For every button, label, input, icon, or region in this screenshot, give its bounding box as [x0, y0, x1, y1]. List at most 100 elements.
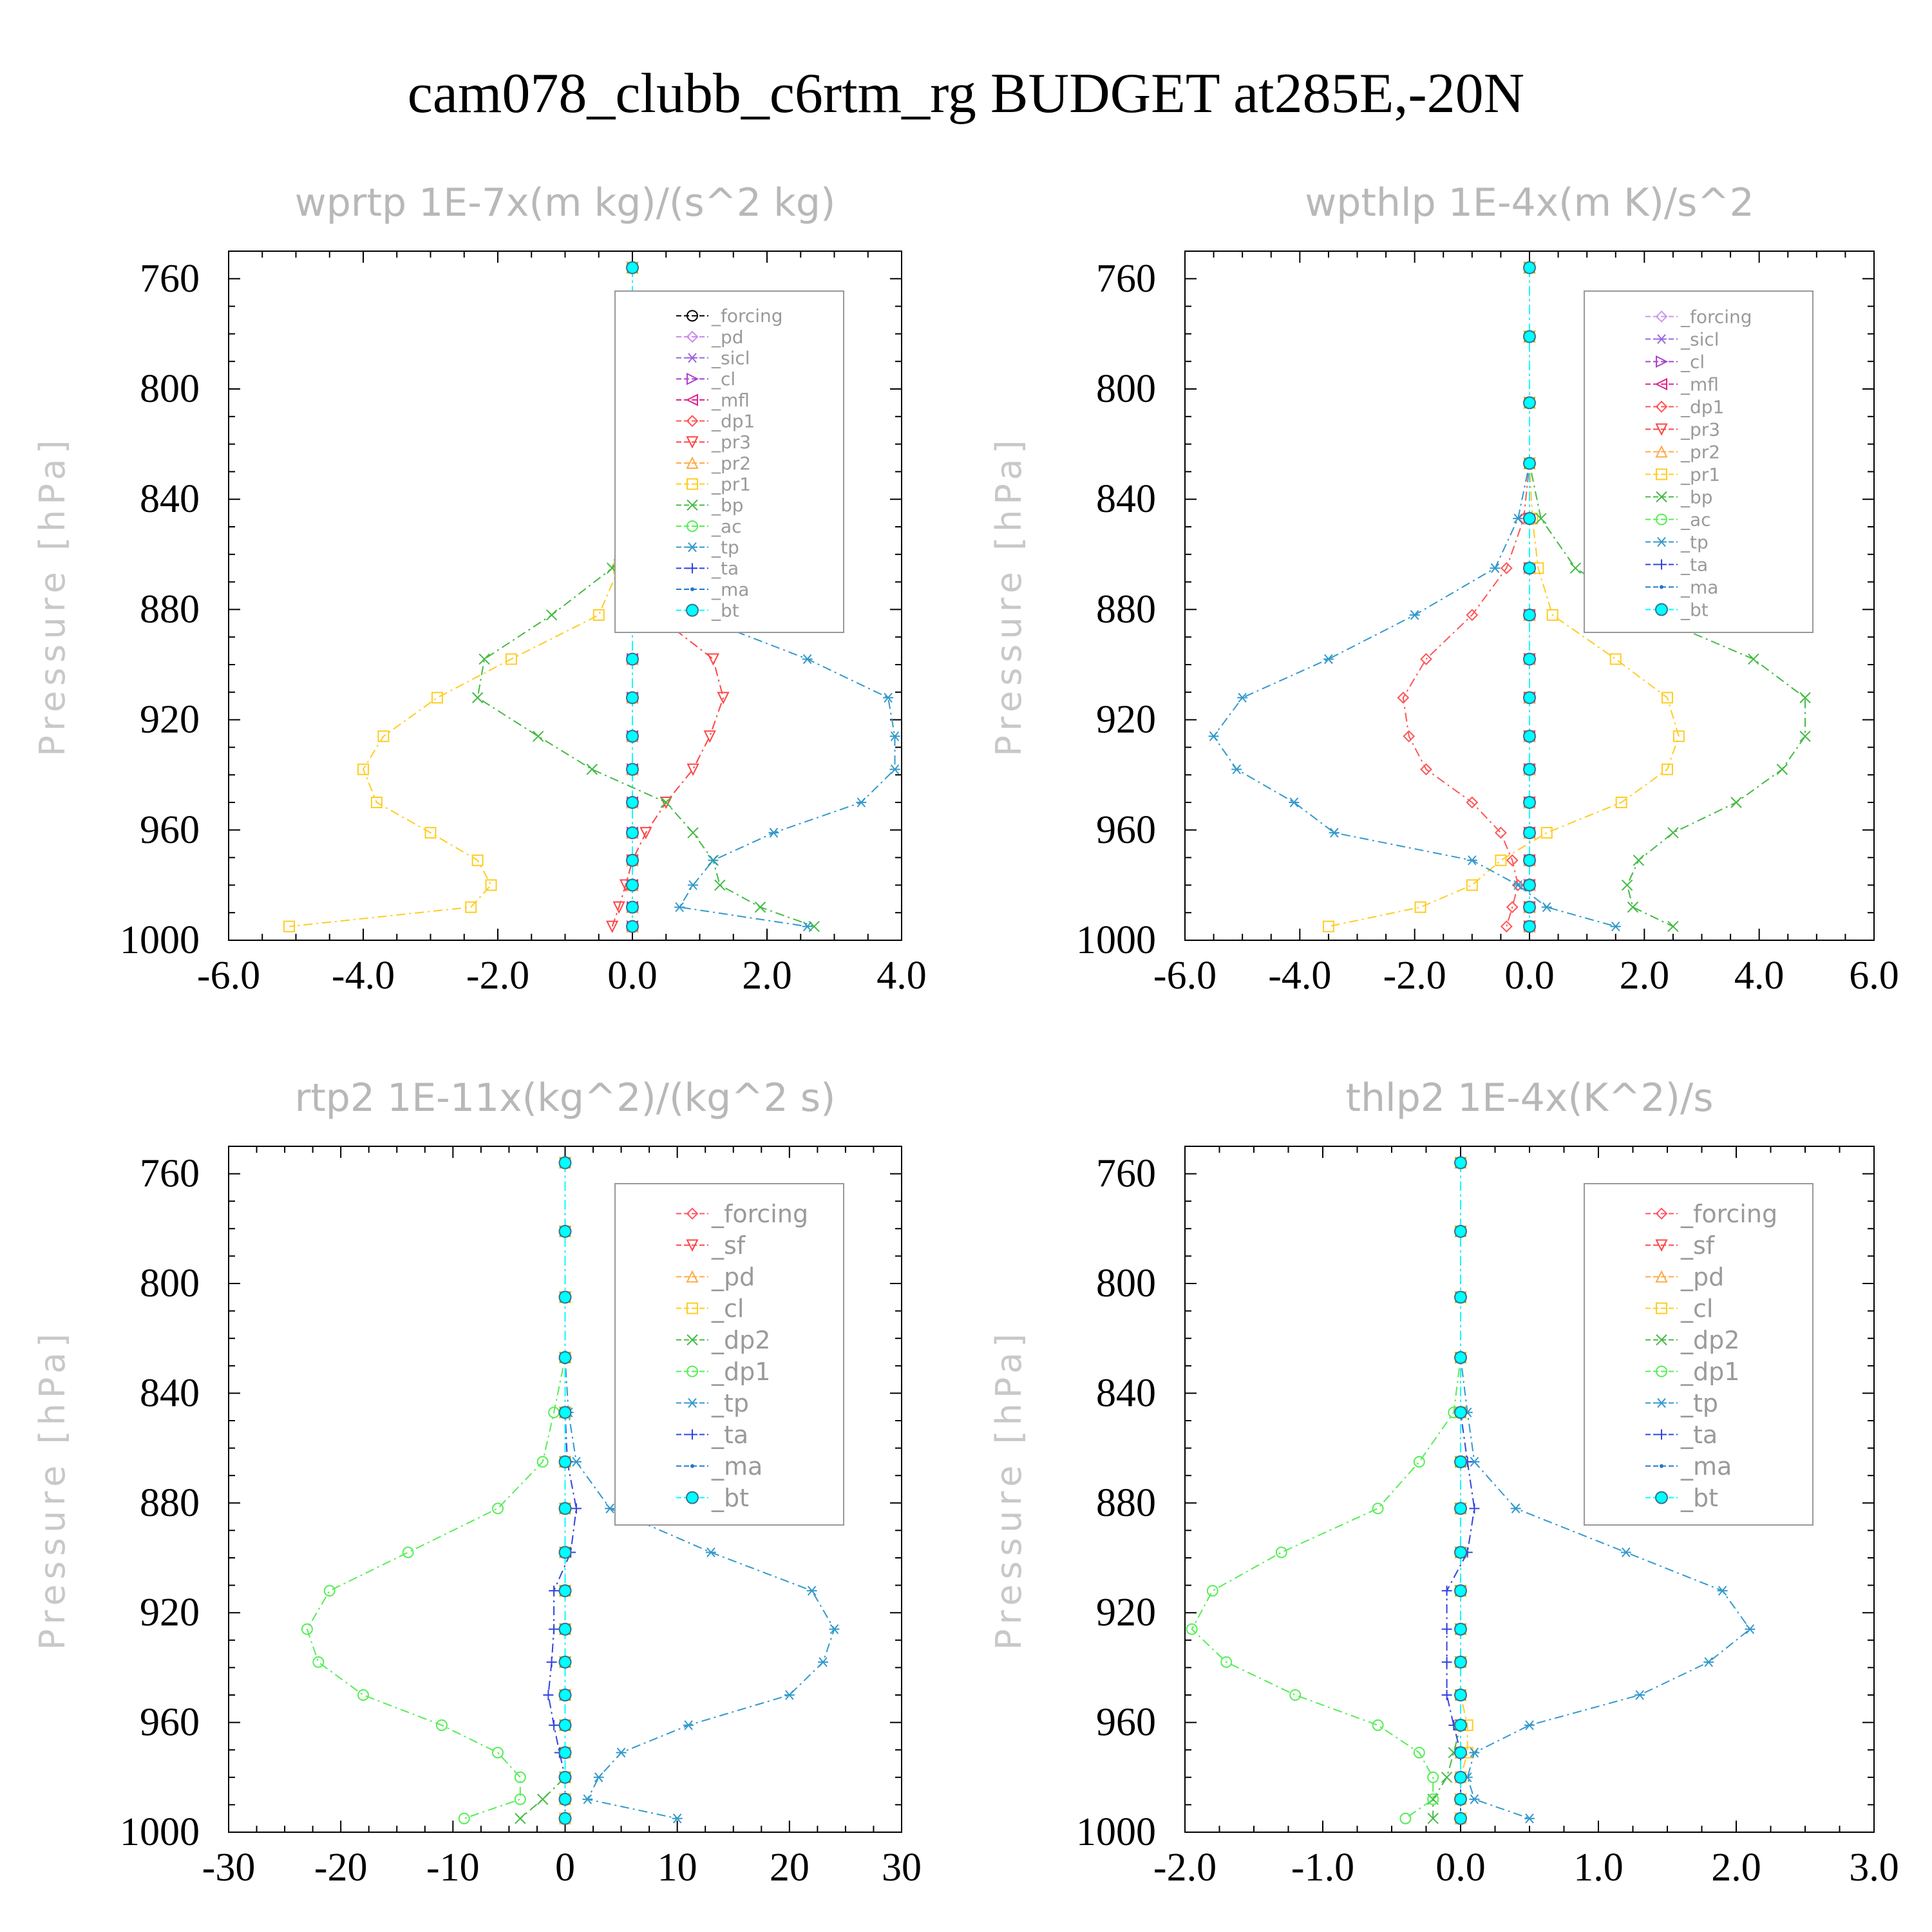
legend-label: _pd — [711, 327, 744, 348]
legend-box — [1584, 1183, 1814, 1526]
legend-label: _ma — [711, 579, 749, 600]
legend-entry_pd: _pd — [676, 327, 744, 348]
legend-label: _bp — [711, 495, 744, 516]
data-point_ta — [549, 1719, 560, 1730]
data-point_dp1 — [1399, 1812, 1412, 1824]
data-point_bp — [532, 730, 544, 742]
data-point_bp — [1667, 827, 1679, 838]
x-tick-label: 0.0 — [1504, 954, 1555, 998]
x-tick-label: -4.0 — [332, 954, 395, 998]
data-point_tp — [1513, 513, 1524, 524]
data-point_bt — [558, 1502, 572, 1515]
data-point_bt — [558, 1689, 572, 1701]
legend-entry_dp2: _dp2 — [676, 1326, 770, 1354]
legend-label: _pd — [1680, 1263, 1724, 1291]
data-point_bp — [471, 692, 484, 704]
legend-entry_bt: _bt — [1645, 599, 1709, 620]
x-tick-label: -4.0 — [1268, 954, 1331, 998]
data-point_bt — [1454, 1622, 1467, 1636]
data-point_bt — [558, 1455, 572, 1468]
legend-entry_ta: _ta — [1645, 554, 1708, 575]
data-point_dp2 — [515, 1812, 526, 1824]
y-tick-label: 840 — [1096, 477, 1156, 521]
data-point_bt — [1523, 853, 1536, 867]
data-point_tp — [829, 1624, 840, 1634]
panel-4: thlp2 1E-4x(K^2)/s -2.0 -1.0 0.0 1.0 2.0 3.0 76… — [989, 1075, 1899, 1889]
legend-entry_pd: _pd — [1645, 1263, 1724, 1291]
data-point_pr3 — [606, 920, 619, 933]
data-point_bt — [1523, 900, 1536, 914]
data-point_pr1 — [357, 763, 369, 775]
data-point_ta — [1441, 1656, 1452, 1667]
y-tick-label: 880 — [140, 1481, 200, 1525]
legend-entry_pr2: _pr2 — [1645, 441, 1720, 462]
y-tick-label: 760 — [140, 257, 200, 301]
data-point_bp — [1776, 763, 1788, 775]
data-point_dp1 — [1500, 562, 1513, 574]
legend-entry_tp: _tp — [676, 1389, 749, 1417]
data-point_bp — [1799, 730, 1811, 742]
legend-label: _sf — [711, 1231, 746, 1260]
data-point_bt — [1454, 1718, 1467, 1732]
series-group — [1208, 261, 1811, 933]
data-point_bt — [1523, 691, 1536, 705]
legend-label: _ta — [1680, 1421, 1718, 1449]
data-point_bt — [1454, 1655, 1467, 1669]
data-point_bt — [558, 1718, 572, 1732]
legend-label: _pr2 — [1680, 441, 1720, 462]
x-tick-label: -2.0 — [466, 954, 529, 998]
legend-entry_cl: _cl — [1645, 1294, 1713, 1323]
data-point_dp1 — [1289, 1689, 1302, 1701]
legend-label: _ma — [1680, 576, 1718, 598]
legend-label: _ta — [711, 1421, 748, 1449]
legend-entry_pr1: _pr1 — [676, 473, 751, 495]
data-point_bt — [1523, 762, 1536, 776]
x-tick-label: -2.0 — [1383, 954, 1446, 998]
data-point_bt — [558, 1655, 572, 1669]
legend-entry_tp: _tp — [1645, 531, 1709, 553]
data-point_bp — [660, 797, 672, 808]
legend-label: _forcing — [1680, 1200, 1777, 1228]
legend-entry_tp: _tp — [676, 536, 739, 558]
legend-label: _ma — [711, 1452, 762, 1481]
data-point_bt — [1523, 608, 1536, 621]
data-point_bt — [1454, 1812, 1467, 1825]
legend-entry_dp2: _dp2 — [1645, 1326, 1739, 1354]
data-point_bp — [478, 653, 490, 665]
data-point_dp1 — [492, 1747, 504, 1759]
y-axis-label: Pressure [hPa] — [32, 435, 73, 756]
legend-label: _tp — [1680, 531, 1709, 553]
legend-label: _forcing — [711, 1200, 808, 1228]
y-tick-label: 1000 — [1076, 918, 1156, 962]
data-point_bt — [626, 762, 639, 776]
data-point_dp1 — [492, 1502, 504, 1515]
data-point_bt — [558, 1812, 572, 1825]
data-point_tp — [1329, 828, 1340, 838]
data-point_dp1 — [357, 1689, 369, 1701]
legend-label: _sicl — [711, 347, 750, 368]
data-point_bt — [1523, 512, 1536, 526]
legend-label: _cl — [1680, 1294, 1713, 1323]
data-point_pr1 — [465, 901, 477, 913]
legend-entry_bp: _bp — [1645, 486, 1713, 507]
y-tick-label: 880 — [1096, 1481, 1156, 1525]
data-point_tp — [605, 1503, 616, 1513]
data-point_dp1 — [1403, 730, 1416, 743]
y-tick-label: 920 — [1096, 1591, 1156, 1634]
data-point_tp — [1510, 1503, 1521, 1513]
data-point_bp — [545, 609, 558, 621]
data-point_pr1 — [1540, 827, 1553, 839]
data-point_tp — [616, 1747, 627, 1758]
series-group — [301, 1156, 840, 1825]
data-point_pr1 — [283, 920, 296, 933]
x-tick-label: 0.0 — [1435, 1846, 1486, 1889]
legend-entry_mfl: _mfl — [1645, 374, 1719, 395]
data-point_bt — [1454, 1746, 1467, 1759]
x-tick-label: 4.0 — [876, 954, 927, 998]
legend: _forcing_sicl_cl_mfl_dp1_pr3_pr2_pr1_bp_… — [1584, 290, 1814, 633]
data-point_pr1 — [431, 692, 443, 704]
data-point_bt — [558, 1406, 572, 1419]
legend-label: _tp — [711, 1389, 749, 1417]
data-point_tp — [1409, 610, 1420, 620]
